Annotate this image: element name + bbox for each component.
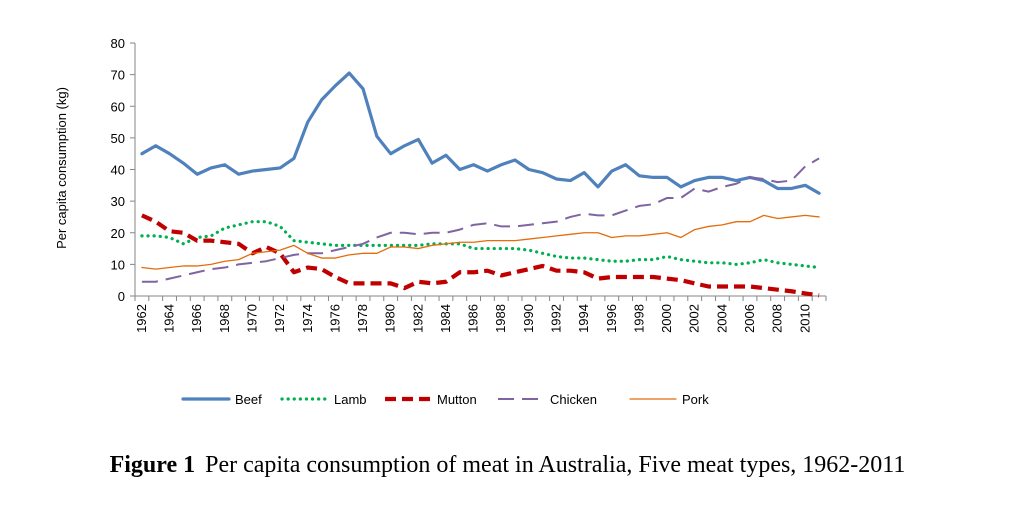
x-tick-label: 2010	[797, 304, 812, 333]
x-tick-label: 1970	[244, 304, 259, 333]
y-tick-label: 10	[111, 257, 125, 272]
legend-item-mutton: Mutton	[385, 392, 477, 407]
y-tick-label: 40	[111, 163, 125, 178]
x-tick-label: 1984	[438, 304, 453, 333]
legend-label: Beef	[235, 392, 262, 407]
legend-item-beef: Beef	[181, 392, 262, 407]
y-axis-ticks: 0 10 20 30 40 50 60 70 80	[111, 36, 135, 304]
x-tick-label: 2004	[714, 304, 729, 333]
x-tick-label: 1982	[410, 304, 425, 333]
x-tick-label: 1976	[327, 304, 342, 333]
x-tick-label: 1974	[300, 304, 315, 333]
y-tick-label: 20	[111, 226, 125, 241]
x-tick-label: 1994	[576, 304, 591, 333]
y-tick-label: 80	[111, 36, 125, 51]
x-tick-label: 1978	[355, 304, 370, 333]
y-tick-label: 50	[111, 131, 125, 146]
x-tick-label: 2002	[687, 304, 702, 333]
legend-item-lamb: Lamb	[280, 392, 367, 407]
legend-item-chicken: Chicken	[498, 392, 597, 407]
x-tick-label: 1990	[521, 304, 536, 333]
legend-label: Mutton	[437, 392, 477, 407]
x-tick-label: 1972	[272, 304, 287, 333]
legend-label: Pork	[682, 392, 709, 407]
y-tick-label: 70	[111, 68, 125, 83]
series-line-chicken	[141, 157, 820, 283]
y-tick-label: 60	[111, 99, 125, 114]
series-line-mutton	[141, 213, 820, 298]
x-tick-label: 2008	[770, 304, 785, 333]
series-lines	[140, 71, 821, 298]
y-tick-label: 0	[118, 289, 125, 304]
figure-number: Figure 1	[109, 452, 196, 478]
legend-item-pork: Pork	[629, 392, 709, 407]
y-tick-label: 30	[111, 194, 125, 209]
legend: Beef Lamb Mutton Chicken Pork	[181, 392, 709, 407]
series-line-beef	[140, 71, 821, 195]
figure-caption: Figure 1 Per capita consumption of meat i…	[0, 452, 1015, 479]
figure-caption-text: Per capita consumption of meat in Austra…	[205, 452, 906, 478]
x-tick-label: 1986	[466, 304, 481, 333]
x-tick-label: 1962	[134, 304, 149, 333]
series-line-pork	[141, 214, 820, 270]
x-tick-label: 1968	[217, 304, 232, 333]
x-tick-label: 1980	[383, 304, 398, 333]
x-tick-label: 1988	[493, 304, 508, 333]
x-tick-label: 2000	[659, 304, 674, 333]
y-axis-label: Per capita consumption (kg)	[54, 87, 69, 249]
x-tick-label: 1998	[631, 304, 646, 333]
legend-label: Chicken	[550, 392, 597, 407]
x-tick-label: 1996	[604, 304, 619, 333]
series-line-lamb	[140, 220, 821, 270]
x-tick-label: 1966	[189, 304, 204, 333]
x-tick-label: 2006	[742, 304, 757, 333]
x-tick-label: 1964	[162, 304, 177, 333]
x-tick-label: 1992	[549, 304, 564, 333]
x-axis-ticks: 1962 1964 1966 1968 1970 1972 1974 1976 1978 1980…	[134, 296, 827, 333]
legend-label: Lamb	[334, 392, 367, 407]
